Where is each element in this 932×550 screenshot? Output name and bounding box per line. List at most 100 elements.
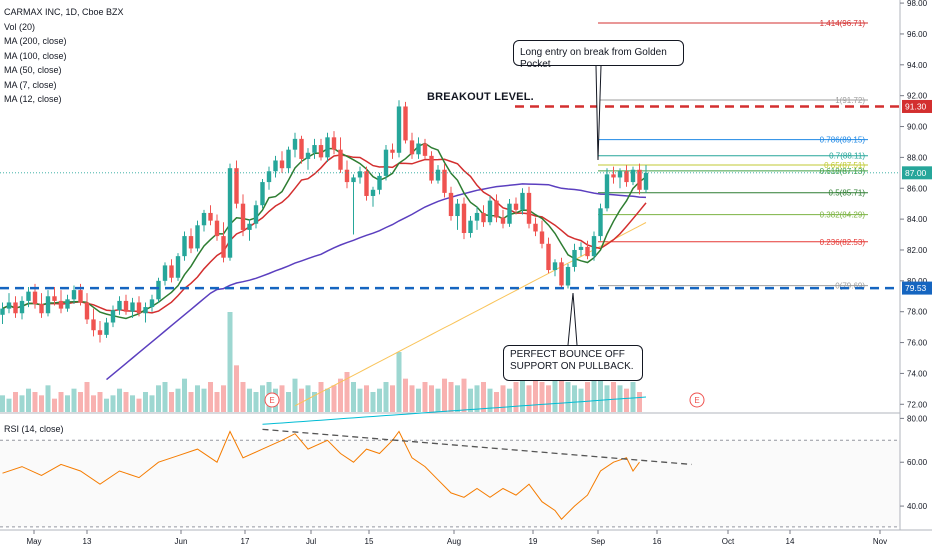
volume-bar [221, 385, 226, 412]
candle-body [370, 189, 376, 196]
candle-body [117, 300, 122, 311]
legend-ma7: MA (7, close) [4, 79, 57, 90]
candle-body [305, 152, 311, 159]
candle-body [123, 300, 129, 312]
volume-bar [13, 392, 18, 412]
volume-bar [234, 365, 239, 412]
candle-body [604, 174, 610, 209]
candle-body [507, 203, 512, 224]
candle-body [97, 330, 103, 335]
candle-body [286, 149, 291, 169]
fib-level-label: 0.786(89.15) [820, 136, 866, 145]
candle-body [455, 203, 460, 217]
rsi-trendline [262, 428, 692, 466]
volume-bar [598, 378, 603, 412]
rsi-tick-label: 40.00 [907, 502, 928, 511]
volume-bar [286, 392, 291, 412]
volume-bar [351, 382, 356, 412]
candle-body [448, 192, 454, 217]
volume-bar [630, 382, 636, 412]
candle-body [325, 137, 330, 158]
volume-bar [19, 395, 25, 412]
bounce-pointer [567, 292, 578, 346]
candle-body [52, 296, 57, 301]
candle-body [240, 203, 246, 230]
earnings-marker [689, 392, 705, 408]
candle-body [279, 160, 285, 169]
volume-bar [71, 388, 77, 412]
candle-body [494, 200, 499, 218]
volume-bar [422, 382, 428, 412]
y-tick-label: 86.00 [907, 184, 928, 193]
volume-bar [208, 382, 213, 412]
volume-bar [637, 392, 642, 412]
candle-body [572, 249, 577, 267]
candle-body [487, 200, 493, 223]
resistance-badge: 91.30 [905, 101, 927, 111]
candle-body [468, 220, 473, 234]
resistance-badge-bg [902, 99, 932, 113]
y-tick-label: 96.00 [907, 30, 928, 39]
volume-bar [409, 385, 415, 412]
volume-bar [136, 398, 142, 412]
volume-bar [195, 385, 200, 412]
volume-bar [32, 392, 38, 412]
volume-bar [188, 392, 194, 412]
candle-body [45, 296, 51, 314]
volume-bar [292, 378, 298, 412]
breakout-annotation: BREAKOUT LEVEL. [427, 91, 534, 103]
volume-bar [416, 388, 421, 412]
x-tick-label: Nov [873, 537, 887, 546]
volume-bar [559, 372, 564, 412]
candle-body [435, 169, 441, 181]
volume-bar [435, 388, 441, 412]
candle-body [422, 143, 428, 156]
volume-bar [494, 392, 499, 412]
candle-body [65, 299, 70, 309]
volume-bar [182, 378, 187, 412]
y-tick-label: 94.00 [907, 61, 928, 70]
volume-bar [585, 382, 590, 412]
y-tick-label: 92.00 [907, 92, 928, 101]
x-tick-label: 17 [241, 537, 250, 546]
candle-body [149, 299, 155, 308]
fib-level-label: 0.7(88.11) [829, 152, 865, 161]
candle-body [39, 303, 44, 314]
volume-bar [325, 388, 330, 412]
volume-bar [78, 392, 83, 412]
candle-body [585, 246, 590, 257]
candle-body [533, 223, 538, 232]
candle-body [26, 291, 31, 301]
volume-bar [500, 385, 506, 412]
volume-bar [442, 378, 447, 412]
candle-body [403, 106, 408, 141]
candle-body [357, 171, 363, 178]
candle-body [104, 322, 109, 335]
candle-body [156, 280, 161, 300]
chart-legend: CARMAX INC, 1D, Cboe BZX Vol (20) MA (20… [4, 5, 124, 107]
fib-level-label: 0.5(85.71) [829, 189, 866, 198]
candle-body [6, 302, 12, 309]
volume-bar [487, 388, 493, 412]
volume-bar [481, 382, 486, 412]
support-badge-bg [902, 281, 932, 295]
volume-bar [539, 382, 545, 412]
volume-bar [110, 395, 116, 412]
candle-body [0, 308, 5, 315]
legend-ma12: MA (12, close) [4, 94, 62, 104]
earnings-marker-label: E [269, 396, 274, 405]
candle-body [273, 160, 278, 172]
candle-body [591, 236, 597, 257]
candle-body [234, 168, 239, 204]
candle-body [390, 149, 395, 153]
candle-body [13, 302, 18, 314]
bounce-callout: PERFECT BOUNCE OFF SUPPORT ON PULLBACK. [503, 345, 643, 381]
volume-bar [214, 392, 220, 412]
candle-body [546, 243, 551, 271]
legend-ma100: MA (100, close) [4, 50, 67, 61]
volume-bar [520, 378, 525, 412]
candle-body [188, 236, 194, 249]
volume-bar [162, 382, 168, 412]
volume-bar [91, 395, 96, 412]
